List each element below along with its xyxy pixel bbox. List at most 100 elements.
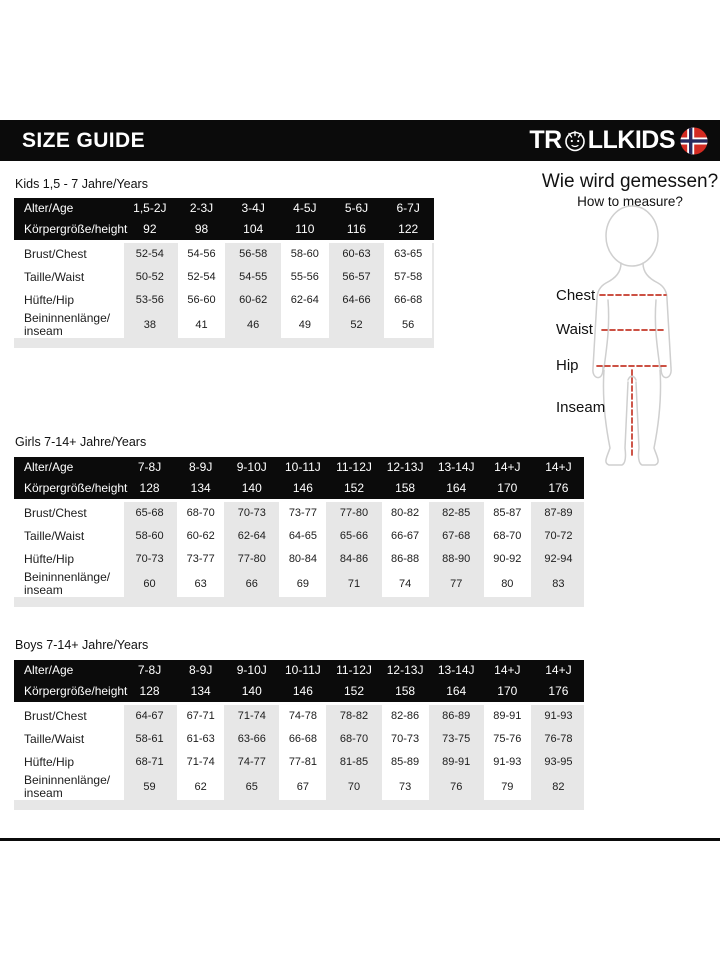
header-cell: 176 — [548, 481, 569, 495]
header-cell: 152 — [343, 684, 364, 698]
header-cell: 134 — [190, 481, 211, 495]
brand-text-suffix: LLKIDS — [587, 126, 676, 154]
table-cell: 64-67 — [124, 705, 176, 728]
table-cell: 85-87 — [481, 502, 533, 525]
table-cell: 57-58 — [382, 266, 434, 289]
header-cell: 14+J — [494, 460, 521, 474]
header-cell: 176 — [548, 684, 569, 698]
measure-label-inseam: Inseam — [556, 399, 606, 416]
table-cell: 61-63 — [175, 728, 227, 751]
table-cell: 58-60 — [279, 243, 331, 266]
measure-label-chest: Chest — [556, 287, 596, 304]
child-figure-illustration — [592, 205, 672, 466]
table-cell: 54-56 — [175, 243, 228, 266]
table-cell: 67-68 — [430, 525, 482, 548]
size-table-kids: Alter/Age 1,5-2J 2-3J 3-4J 4-5J 5-6J 6-7J Körpe… — [14, 198, 434, 348]
header-cell: 3-4J — [241, 201, 265, 215]
header-cell: 5-6J — [344, 201, 369, 215]
header-cell: 8-9J — [188, 460, 213, 474]
header-cell: 164 — [446, 481, 467, 495]
table-cell: 62-64 — [226, 525, 278, 548]
table-cell: 83 — [532, 571, 584, 597]
table-cell: 88-90 — [430, 548, 482, 571]
table-cell: 77-80 — [226, 548, 278, 571]
header-cell: 6-7J — [396, 201, 420, 215]
size-table-boys: Alter/Age 7-8J 8-9J 9-10J 10-11J 11-12J 12-13J… — [14, 660, 584, 810]
table-cell: 79 — [481, 774, 533, 800]
row-label: Brust/Chest — [14, 502, 124, 525]
table-body: Brust/Chest 65-68 68-70 70-73 73-77 77-80 80-8… — [14, 502, 584, 597]
table-cell: 56-58 — [227, 243, 279, 266]
table-header: Alter/Age 7-8J 8-9J 9-10J 10-11J 11-12J 12-13J… — [14, 457, 584, 499]
header-row-label: Körpergröße/height — [24, 481, 128, 495]
header-cell: 110 — [295, 222, 315, 236]
header-cell: 10-11J — [284, 460, 321, 474]
table-cell: 60 — [124, 571, 176, 597]
troll-emblem-icon — [564, 130, 585, 151]
header-cell: 92 — [143, 222, 157, 236]
header-cell: 146 — [292, 684, 313, 698]
table-body: Brust/Chest 52-54 54-56 56-58 58-60 60-63 63-6… — [14, 243, 434, 338]
table-cell: 74-77 — [226, 751, 278, 774]
header-row-label: Körpergröße/height — [24, 222, 128, 236]
table-cell: 75-76 — [481, 728, 533, 751]
header-cell: 14+J — [545, 460, 572, 474]
table-cell: 76 — [430, 774, 482, 800]
table-cell: 56-60 — [175, 289, 228, 312]
table-cell: 70-73 — [124, 548, 176, 571]
table-cell: 68-70 — [481, 525, 533, 548]
table-cell: 77-80 — [328, 502, 380, 525]
table-cell: 78-82 — [328, 705, 380, 728]
row-label: Brust/Chest — [14, 705, 124, 728]
table-cell: 64-66 — [330, 289, 383, 312]
table-cell: 55-56 — [279, 266, 331, 289]
table-cell: 77-81 — [277, 751, 329, 774]
row-label: Taille/Waist — [14, 266, 124, 289]
table-cell: 65 — [226, 774, 278, 800]
table-cell: 60-62 — [227, 289, 279, 312]
bottom-divider-rule — [0, 838, 720, 841]
table-header: Alter/Age 7-8J 8-9J 9-10J 10-11J 11-12J 12-13J… — [14, 660, 584, 702]
measure-label-waist: Waist — [556, 321, 593, 338]
table-cell: 66-67 — [379, 525, 431, 548]
table-cell: 60-63 — [330, 243, 383, 266]
table-cell: 67 — [277, 774, 329, 800]
table-cell: 71-74 — [175, 751, 227, 774]
table-cell: 85-89 — [379, 751, 431, 774]
header-cell: 7-8J — [137, 663, 162, 677]
table-cell: 76-78 — [532, 728, 584, 751]
table-cell: 91-93 — [481, 751, 533, 774]
table-cell: 63-66 — [226, 728, 278, 751]
size-table-girls: Alter/Age 7-8J 8-9J 9-10J 10-11J 11-12J 12-13J… — [14, 457, 584, 607]
header-row-label: Körpergröße/height — [24, 684, 128, 698]
header-cell: 134 — [190, 684, 211, 698]
table-cell: 66-68 — [277, 728, 329, 751]
table-cell: 73-77 — [277, 502, 329, 525]
header-row-label: Alter/Age — [24, 201, 74, 215]
table-cell: 74-78 — [277, 705, 329, 728]
header-cell: 8-9J — [188, 663, 213, 677]
header-cell: 116 — [346, 222, 367, 236]
header-row-label: Alter/Age — [24, 663, 74, 677]
section-label-girls: Girls 7-14+ Jahre/Years — [15, 435, 147, 449]
header-cell: 14+J — [545, 663, 572, 677]
table-cell: 62-64 — [279, 289, 331, 312]
table-cell: 65-68 — [124, 502, 176, 525]
table-cell: 92-94 — [532, 548, 584, 571]
table-cell: 52 — [330, 312, 383, 338]
row-label: Beininnenlänge/ inseam — [14, 312, 124, 338]
brand-text-prefix: TR — [529, 126, 562, 154]
table-cell: 46 — [227, 312, 279, 338]
table-cell: 73-75 — [430, 728, 482, 751]
section-label-kids: Kids 1,5 - 7 Jahre/Years — [15, 177, 148, 191]
header-cell: 98 — [194, 222, 209, 236]
table-cell: 89-91 — [430, 751, 482, 774]
table-cell: 71 — [328, 571, 380, 597]
table-cell: 56-57 — [330, 266, 383, 289]
header-cell: 13-14J — [437, 460, 475, 474]
header-bar: SIZE GUIDE TR LLKIDS — [0, 120, 720, 161]
row-label: Hüfte/Hip — [14, 751, 124, 774]
row-label: Beininnenlänge/ inseam — [14, 774, 124, 800]
row-label: Hüfte/Hip — [14, 289, 124, 312]
how-to-measure-figure — [540, 200, 720, 500]
